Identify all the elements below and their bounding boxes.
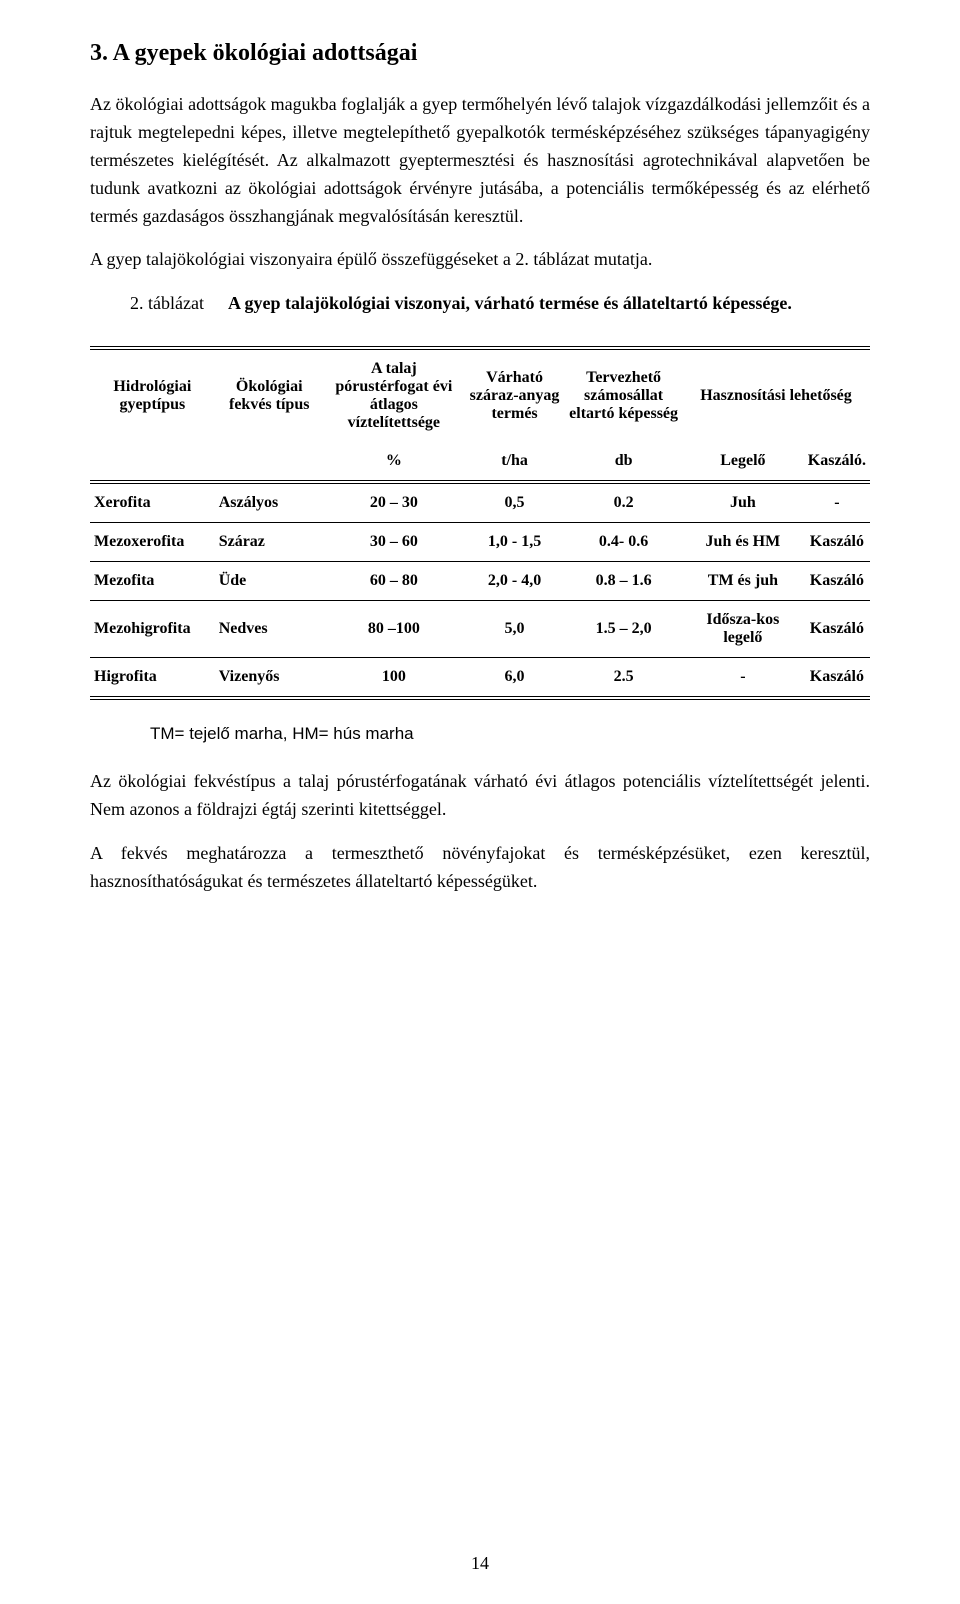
cell-use-b: - bbox=[804, 482, 870, 523]
cell-capac: 1.5 – 2,0 bbox=[565, 601, 682, 658]
section-heading: 3. A gyepek ökológiai adottságai bbox=[90, 40, 870, 67]
cell-use-a: TM és juh bbox=[682, 562, 804, 601]
page: 3. A gyepek ökológiai adottságai Az ökol… bbox=[0, 0, 960, 1604]
paragraph-4: A fekvés meghatározza a termeszthető növ… bbox=[90, 840, 870, 896]
cell-sat: 80 –100 bbox=[324, 601, 464, 658]
unit-kaszalo: Kaszáló. bbox=[804, 442, 870, 482]
cell-yield: 6,0 bbox=[464, 658, 565, 699]
cell-use-a: Idősza-kos legelő bbox=[682, 601, 804, 658]
cell-use-a: Juh és HM bbox=[682, 523, 804, 562]
cell-sat: 100 bbox=[324, 658, 464, 699]
table-legend: TM= tejelő marha, HM= hús marha bbox=[150, 724, 870, 744]
cell-use-b: Kaszáló bbox=[804, 658, 870, 699]
data-table: Hidrológiai gyeptípus Ökológiai fekvés t… bbox=[90, 346, 870, 700]
table-caption: A gyep talajökológiai viszonyai, várható… bbox=[228, 290, 870, 318]
cell-use-b: Kaszáló bbox=[804, 523, 870, 562]
col-header-capac: Tervezhető számosállat eltartó képesség bbox=[565, 348, 682, 442]
cell-loc: Vizenyős bbox=[215, 658, 324, 699]
cell-loc: Aszályos bbox=[215, 482, 324, 523]
cell-type: Mezofita bbox=[90, 562, 215, 601]
col-header-loc: Ökológiai fekvés típus bbox=[215, 348, 324, 442]
paragraph-1: Az ökológiai adottságok magukba foglaljá… bbox=[90, 91, 870, 230]
unit-tha: t/ha bbox=[464, 442, 565, 482]
unit-db: db bbox=[565, 442, 682, 482]
cell-yield: 2,0 - 4,0 bbox=[464, 562, 565, 601]
cell-use-b: Kaszáló bbox=[804, 562, 870, 601]
col-header-hydro: Hidrológiai gyeptípus bbox=[90, 348, 215, 442]
col-header-sat: A talaj pórustérfogat évi átlagos víztel… bbox=[324, 348, 464, 442]
table-row: Mezofita Üde 60 – 80 2,0 - 4,0 0.8 – 1.6… bbox=[90, 562, 870, 601]
cell-type: Higrofita bbox=[90, 658, 215, 699]
cell-loc: Nedves bbox=[215, 601, 324, 658]
cell-capac: 2.5 bbox=[565, 658, 682, 699]
cell-type: Mezoxerofita bbox=[90, 523, 215, 562]
cell-loc: Üde bbox=[215, 562, 324, 601]
unit-blank2 bbox=[215, 442, 324, 482]
cell-yield: 5,0 bbox=[464, 601, 565, 658]
cell-loc: Száraz bbox=[215, 523, 324, 562]
cell-sat: 20 – 30 bbox=[324, 482, 464, 523]
unit-percent: % bbox=[324, 442, 464, 482]
cell-capac: 0.2 bbox=[565, 482, 682, 523]
table-row: Xerofita Aszályos 20 – 30 0,5 0.2 Juh - bbox=[90, 482, 870, 523]
cell-type: Xerofita bbox=[90, 482, 215, 523]
table-row: Mezohigrofita Nedves 80 –100 5,0 1.5 – 2… bbox=[90, 601, 870, 658]
cell-capac: 0.8 – 1.6 bbox=[565, 562, 682, 601]
cell-type: Mezohigrofita bbox=[90, 601, 215, 658]
table-row: Higrofita Vizenyős 100 6,0 2.5 - Kaszáló bbox=[90, 658, 870, 699]
cell-sat: 60 – 80 bbox=[324, 562, 464, 601]
paragraph-3: Az ökológiai fekvéstípus a talaj pórusté… bbox=[90, 768, 870, 824]
cell-sat: 30 – 60 bbox=[324, 523, 464, 562]
cell-capac: 0.4- 0.6 bbox=[565, 523, 682, 562]
cell-use-a: Juh bbox=[682, 482, 804, 523]
page-number: 14 bbox=[90, 1553, 870, 1574]
table-row: Mezoxerofita Száraz 30 – 60 1,0 - 1,5 0.… bbox=[90, 523, 870, 562]
cell-yield: 1,0 - 1,5 bbox=[464, 523, 565, 562]
col-header-yield: Várható száraz-anyag termés bbox=[464, 348, 565, 442]
col-header-use: Hasznosítási lehetőség bbox=[682, 348, 870, 442]
unit-legelo: Legelő bbox=[682, 442, 804, 482]
unit-blank1 bbox=[90, 442, 215, 482]
cell-use-b: Kaszáló bbox=[804, 601, 870, 658]
cell-use-a: - bbox=[682, 658, 804, 699]
cell-yield: 0,5 bbox=[464, 482, 565, 523]
table-caption-block: 2. táblázat A gyep talajökológiai viszon… bbox=[130, 290, 870, 318]
paragraph-2: A gyep talajökológiai viszonyaira épülő … bbox=[90, 246, 870, 274]
table-label: 2. táblázat bbox=[130, 290, 228, 318]
